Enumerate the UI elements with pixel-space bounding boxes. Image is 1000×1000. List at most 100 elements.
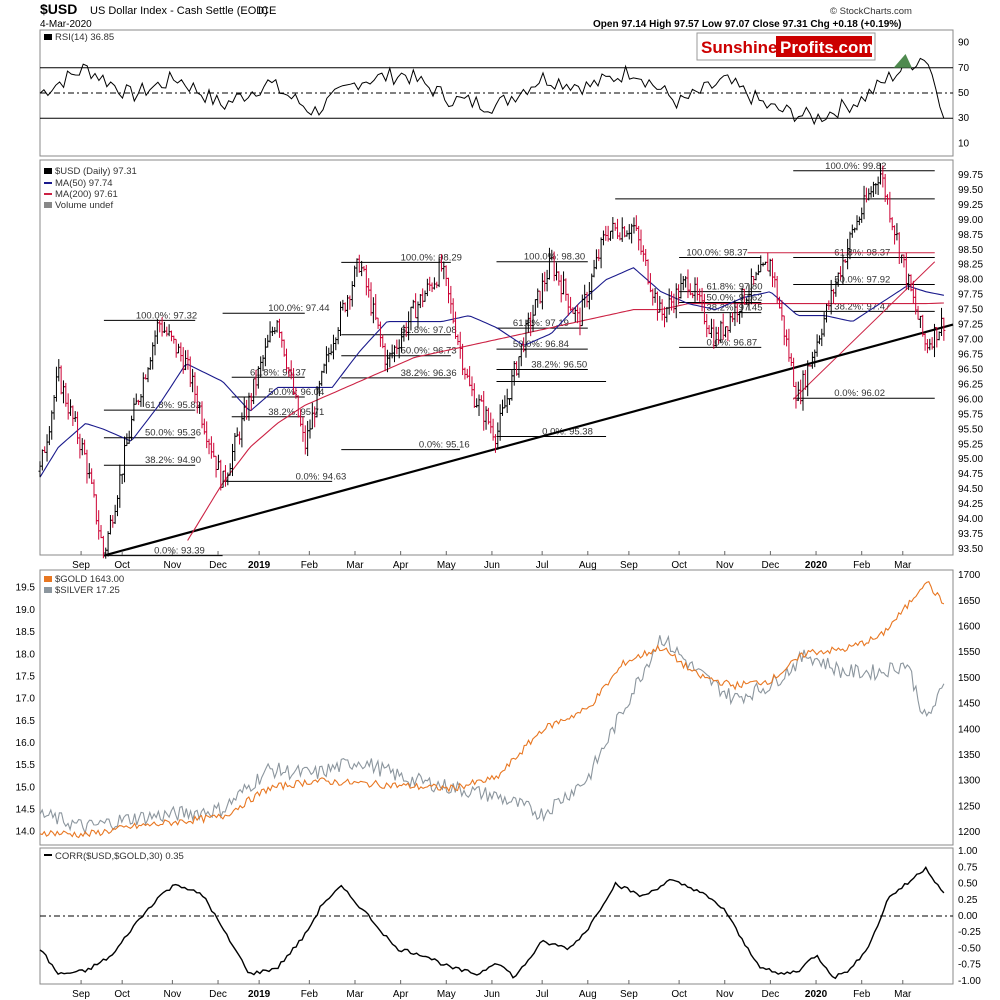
volume-legend: Volume undef [55,200,113,211]
x-tick-label: Feb [853,989,871,1000]
price-tick-label: 96.50 [958,364,983,375]
x-tick-label: Jun [484,560,500,571]
x-tick-label: Feb [301,560,319,571]
price-tick-label: 97.25 [958,320,983,331]
rsi-tick-label: 10 [958,138,970,149]
price-tick-label: 95.50 [958,424,983,435]
corr-plot [39,866,945,980]
fib-label: 61.8%: 97.19 [513,318,569,329]
silver-legend-marker [44,587,52,593]
fib-label: 38.2%: 97.47 [834,301,890,312]
fib-label: 0.0%: 93.39 [154,546,205,557]
fib-label: 50.0%: 97.92 [834,274,890,285]
x-tick-label: Mar [346,989,364,1000]
corr-tick-label: 0.25 [958,895,978,906]
gold-tick-label: 1300 [958,776,981,787]
rsi-tick-label: 30 [958,113,970,124]
x-tick-label: Nov [163,560,181,571]
fib-label: 50.0%: 96.73 [401,346,457,357]
corr-tick-label: -1.00 [958,976,981,987]
gold-tick-label: 1350 [958,750,981,761]
x-tick-label: Mar [346,560,364,571]
corr-tick-label: 0.75 [958,862,978,873]
ma50-legend: MA(50) 97.74 [55,178,113,189]
x-tick-label: May [437,560,456,571]
volume-legend-marker [44,202,52,208]
silver-tick-label: 18.5 [16,627,36,638]
x-tick-label: Sep [72,989,90,1000]
x-tick-label: Sep [72,560,90,571]
ohlc-readout: Open 97.14 High 97.57 Low 97.07 Close 97… [593,19,901,30]
price-legend-marker [44,168,52,174]
rsi-legend-marker [44,34,52,40]
silver-tick-label: 19.0 [16,605,36,616]
silver-tick-label: 17.5 [16,671,36,682]
x-tick-label: Aug [579,989,597,1000]
fib-label: 50.0%: 97.62 [706,292,762,303]
silver-tick-label: 16.5 [16,716,36,727]
ma200-legend: MA(200) 97.61 [55,189,118,200]
ma200-line [187,302,944,541]
price-tick-label: 93.50 [958,544,983,555]
x-tick-label: Sep [620,989,638,1000]
copyright: © StockCharts.com [830,6,912,17]
x-tick-label: Apr [393,560,409,571]
fib-label: 100.0%: 97.32 [136,310,197,321]
rsi-tick-label: 70 [958,63,970,74]
x-tick-label: Nov [163,989,181,1000]
fib-label: 61.8%: 95.82 [145,400,201,411]
support-trendline [103,323,954,557]
fib-label: 0.0%: 95.38 [542,427,593,438]
x-tick-label: 2020 [805,989,828,1000]
x-tick-label: 2020 [805,560,828,571]
price-tick-label: 99.75 [958,170,983,181]
rsi-line [39,57,945,126]
x-tick-label: Oct [114,560,130,571]
fib-label: 50.0%: 96.84 [513,339,569,350]
fib-label: 0.0%: 94.63 [296,471,347,482]
x-tick-label: Oct [114,989,130,1000]
x-axis-lower: Sep Oct Nov Dec 2019 Feb Mar Apr May Jun Jul Aug Sep… [72,980,912,1000]
rsi-tick-label: 50 [958,88,970,99]
gold-tick-label: 1400 [958,724,981,735]
price-tick-label: 94.25 [958,499,983,510]
silver-tick-label: 18.0 [16,649,36,660]
gold-legend-marker [44,576,52,582]
price-axis: 99.75 99.50 99.25 99.00 98.75 98.50 98.25 98.00… [958,170,983,555]
corr-tick-label: -0.75 [958,960,981,971]
gold-legend: $GOLD 1643.00 [55,574,124,585]
silver-line [39,634,945,835]
silver-tick-label: 14.5 [16,805,36,816]
silver-tick-label: 16.0 [16,738,36,749]
price-tick-label: 94.00 [958,514,983,525]
rsi-overbought-fill [893,53,912,68]
corr-legend: CORR($USD,$GOLD,30) 0.35 [55,851,184,862]
chart-exchange: ICE [258,5,276,17]
fib-label: 100.0%: 98.29 [401,252,462,263]
gold-tick-label: 1650 [958,596,981,607]
x-tick-label: Oct [671,560,687,571]
rsi-axis: 90 70 50 30 10 [40,38,970,149]
price-tick-label: 96.75 [958,350,983,361]
metals-axes: 19.5 19.0 18.5 18.0 17.5 17.0 16.5 16.0 15.5 15.0… [16,570,981,838]
silver-tick-label: 19.5 [16,583,36,594]
price-tick-label: 93.75 [958,529,983,540]
rsi-plot [39,53,945,126]
x-tick-label: Sep [620,560,638,571]
metals-panel [39,569,954,846]
price-tick-label: 96.25 [958,379,983,390]
rsi-tick-label: 90 [958,38,970,49]
price-tick-label: 97.75 [958,290,983,301]
gold-tick-label: 1600 [958,622,981,633]
x-tick-label: Dec [762,989,780,1000]
price-tick-label: 95.75 [958,409,983,420]
x-tick-label: Nov [716,989,734,1000]
price-tick-label: 96.00 [958,394,983,405]
price-tick-label: 99.25 [958,200,983,211]
corr-tick-label: 1.00 [958,846,978,857]
price-legend: $USD (Daily) 97.31 [55,166,137,177]
corr-tick-label: -0.25 [958,927,981,938]
corr-axis: 1.00 0.75 0.50 0.25 0.00 -0.25 -0.50 -0.75 -1.00 [40,846,981,987]
x-tick-label: 2019 [248,560,271,571]
fib-label: 38.2%: 94.90 [145,455,201,466]
